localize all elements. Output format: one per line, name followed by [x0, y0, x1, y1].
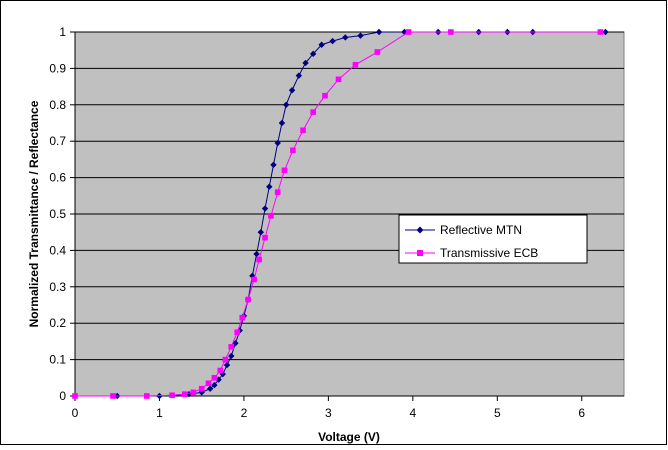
- data-point-transmissive-ecb: [143, 393, 150, 399]
- data-point-transmissive-ecb: [217, 367, 224, 374]
- x-axis-title: Voltage (V): [318, 430, 380, 444]
- series-layer: [71, 28, 609, 400]
- data-point-reflective-mtn: [274, 139, 281, 147]
- y-tick-label: 0.7: [49, 134, 66, 148]
- y-tick-label: 1: [59, 25, 66, 39]
- y-tick-label: 0.1: [49, 353, 66, 367]
- data-point-reflective-mtn: [295, 72, 303, 79]
- x-tick-label: 2: [241, 406, 248, 420]
- legend-box: [398, 214, 588, 264]
- data-point-transmissive-ecb: [234, 329, 240, 336]
- data-point-reflective-mtn: [318, 41, 325, 48]
- data-point-transmissive-ecb: [245, 296, 251, 303]
- data-point-transmissive-ecb: [239, 314, 246, 321]
- data-point-transmissive-ecb: [335, 76, 342, 83]
- data-point-reflective-mtn: [357, 32, 364, 39]
- data-point-transmissive-ecb: [198, 385, 205, 392]
- data-point-reflective-mtn: [206, 385, 214, 392]
- data-point-transmissive-ecb: [597, 29, 604, 35]
- legend-marker-reflective-mtn: [416, 226, 424, 234]
- data-point-transmissive-ecb: [268, 213, 274, 219]
- data-point-reflective-mtn: [270, 161, 277, 169]
- legend-label-reflective-mtn: Reflective MTN: [440, 223, 522, 237]
- data-point-reflective-mtn: [228, 352, 235, 360]
- data-point-reflective-mtn: [342, 34, 349, 41]
- data-point-transmissive-ecb: [169, 392, 175, 399]
- data-point-reflective-mtn: [329, 37, 336, 45]
- data-point-reflective-mtn: [223, 361, 231, 369]
- legend-marker-transmissive-ecb: [417, 250, 423, 256]
- data-point-reflective-mtn: [288, 87, 296, 94]
- x-tick-label: 6: [578, 406, 585, 420]
- data-point-reflective-mtn: [266, 183, 273, 190]
- y-tick-label: 0.6: [49, 171, 66, 185]
- y-tick-label: 0.9: [49, 61, 66, 75]
- data-point-transmissive-ecb: [374, 49, 381, 55]
- y-tick-label: 0.3: [49, 280, 66, 294]
- x-tick-label: 3: [325, 406, 332, 420]
- data-point-transmissive-ecb: [322, 92, 328, 99]
- data-point-reflective-mtn: [278, 119, 286, 127]
- data-point-transmissive-ecb: [256, 256, 262, 263]
- axes: 0 0.1 0.2 0.3 0.4 0.5 0.6 0.7 0.8 0.9 1 0 1 2 3 4 5 6: [49, 25, 624, 420]
- data-point-transmissive-ecb: [251, 276, 257, 283]
- x-tick-label: 4: [410, 406, 417, 420]
- data-point-transmissive-ecb: [228, 344, 235, 350]
- y-tick-label: 0: [59, 389, 66, 403]
- data-point-transmissive-ecb: [182, 391, 188, 397]
- data-point-transmissive-ecb: [205, 380, 212, 387]
- data-point-reflective-mtn: [257, 229, 265, 236]
- y-tick-label: 0.2: [49, 316, 66, 330]
- data-point-transmissive-ecb: [300, 127, 306, 134]
- data-point-transmissive-ecb: [310, 109, 316, 115]
- data-point-reflective-mtn: [302, 59, 309, 67]
- data-point-transmissive-ecb: [405, 29, 412, 35]
- data-point-transmissive-ecb: [262, 234, 268, 241]
- data-point-transmissive-ecb: [274, 189, 281, 195]
- data-point-transmissive-ecb: [281, 167, 288, 174]
- data-point-reflective-mtn: [282, 101, 290, 108]
- x-tick-label: 5: [494, 406, 501, 420]
- data-point-transmissive-ecb: [222, 356, 229, 363]
- legend-label-transmissive-ecb: Transmissive ECB: [440, 246, 538, 260]
- data-point-reflective-mtn: [309, 50, 317, 58]
- x-tick-label: 0: [72, 406, 79, 420]
- y-tick-label: 0.4: [49, 243, 66, 257]
- data-point-reflective-mtn: [253, 250, 260, 258]
- data-point-reflective-mtn: [211, 381, 218, 389]
- data-point-transmissive-ecb: [211, 375, 218, 381]
- y-axis-title: Normalized Transmittance / Reflectance: [27, 100, 41, 327]
- data-point-transmissive-ecb: [190, 389, 197, 396]
- x-tick-label: 1: [156, 406, 163, 420]
- data-point-reflective-mtn: [602, 28, 609, 36]
- y-tick-label: 0.8: [49, 98, 66, 112]
- data-point-reflective-mtn: [261, 205, 269, 212]
- data-point-transmissive-ecb: [448, 29, 454, 35]
- y-tick-label: 0.5: [49, 207, 66, 221]
- data-point-transmissive-ecb: [352, 61, 359, 68]
- data-point-transmissive-ecb: [290, 147, 296, 154]
- legend: Reflective MTN Transmissive ECB: [398, 214, 588, 264]
- data-point-reflective-mtn: [375, 28, 383, 36]
- data-point-transmissive-ecb: [72, 393, 78, 399]
- data-point-transmissive-ecb: [110, 393, 116, 399]
